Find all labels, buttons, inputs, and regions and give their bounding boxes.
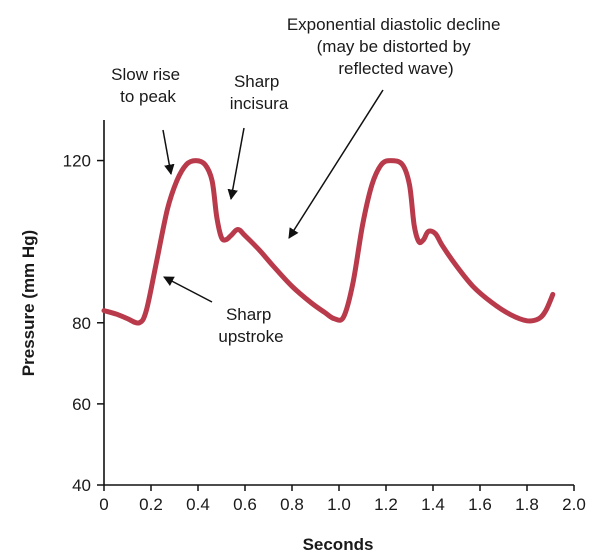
x-ticks: 0 0.2 0.4 0.6 0.8 1.0 1.2 1.4 1.6 1.8 2.0 (99, 485, 586, 514)
annotation-incisura-line-2: incisura (230, 94, 289, 113)
annotation-slow-rise-line-1: Slow rise (111, 65, 180, 84)
x-tick-label: 0.2 (139, 495, 163, 514)
annotation-upstroke: Sharp upstroke (163, 276, 284, 346)
x-tick-label: 1.4 (421, 495, 445, 514)
x-tick-label: 1.0 (327, 495, 351, 514)
x-axis-title: Seconds (303, 535, 374, 554)
x-tick-label: 0.6 (233, 495, 257, 514)
annotation-slow-rise: Slow rise to peak (111, 65, 185, 176)
pressure-waveform-line (101, 158, 556, 326)
x-tick-label: 1.8 (515, 495, 539, 514)
annotation-diastolic-decline-line-3: reflected wave) (338, 59, 453, 78)
annotation-diastolic-decline-line-2: (may be distorted by (317, 37, 472, 56)
annotation-upstroke-line-1: Sharp (226, 305, 271, 324)
x-tick-label: 0.4 (186, 495, 210, 514)
x-tick-label: 2.0 (562, 495, 586, 514)
annotation-upstroke-arrow (163, 276, 213, 303)
annotation-incisura-text: Sharp incisura (230, 72, 289, 113)
x-tick-label: 1.6 (468, 495, 492, 514)
annotation-diastolic-decline: Exponential diastolic decline (may be di… (287, 15, 505, 239)
annotation-slow-rise-arrow (162, 129, 175, 176)
annotation-incisura: Sharp incisura (227, 72, 289, 201)
y-tick-label: 80 (72, 314, 91, 333)
annotation-slow-rise-text: Slow rise to peak (111, 65, 185, 106)
annotation-diastolic-decline-line-1: Exponential diastolic decline (287, 15, 501, 34)
annotation-incisura-arrow (227, 127, 245, 201)
annotation-upstroke-line-2: upstroke (218, 327, 283, 346)
x-tick-label: 0 (99, 495, 108, 514)
x-tick-label: 0.8 (280, 495, 304, 514)
annotation-diastolic-decline-arrow (288, 89, 384, 239)
annotation-slow-rise-line-2: to peak (120, 87, 176, 106)
annotation-upstroke-text: Sharp upstroke (218, 305, 283, 346)
y-ticks: 40 60 80 120 (63, 152, 104, 495)
annotation-diastolic-decline-text: Exponential diastolic decline (may be di… (287, 15, 505, 78)
y-tick-label: 60 (72, 395, 91, 414)
y-tick-label: 120 (63, 152, 91, 171)
annotation-incisura-line-1: Sharp (234, 72, 279, 91)
y-axis-title: Pressure (mm Hg) (19, 230, 38, 376)
x-tick-label: 1.2 (374, 495, 398, 514)
y-tick-label: 40 (72, 476, 91, 495)
